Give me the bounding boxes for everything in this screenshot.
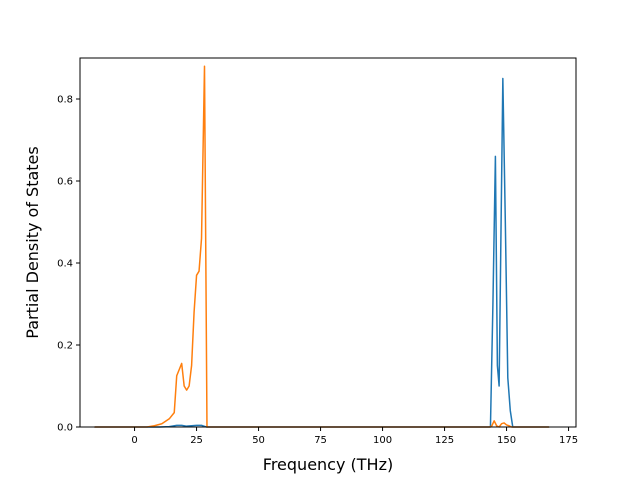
- x-tick-label: 100: [373, 435, 392, 446]
- x-tick-label: 25: [190, 435, 203, 446]
- y-tick-label: 0.2: [57, 341, 73, 352]
- x-tick-label: 0: [131, 435, 137, 446]
- plot-frame: [79, 57, 577, 428]
- x-tick-label: 50: [252, 435, 265, 446]
- y-tick-label: 0.0: [57, 423, 73, 434]
- y-tick-label: 0.6: [57, 177, 73, 188]
- y-axis: 0.0 0.2 0.4 0.6 0.8: [57, 95, 80, 434]
- x-tick-label: 125: [435, 435, 454, 446]
- y-tick-label: 0.8: [57, 95, 73, 106]
- x-tick-label: 175: [559, 435, 578, 446]
- y-axis-label: Partial Density of States: [23, 146, 42, 338]
- x-tick-label: 75: [314, 435, 327, 446]
- series-line-2: [94, 65, 550, 428]
- x-tick-label: 150: [497, 435, 516, 446]
- y-tick-label: 0.4: [57, 259, 73, 270]
- x-axis-label: Frequency (THz): [263, 455, 393, 474]
- x-axis: 0 25 50 75 100 125 150 175: [131, 427, 578, 446]
